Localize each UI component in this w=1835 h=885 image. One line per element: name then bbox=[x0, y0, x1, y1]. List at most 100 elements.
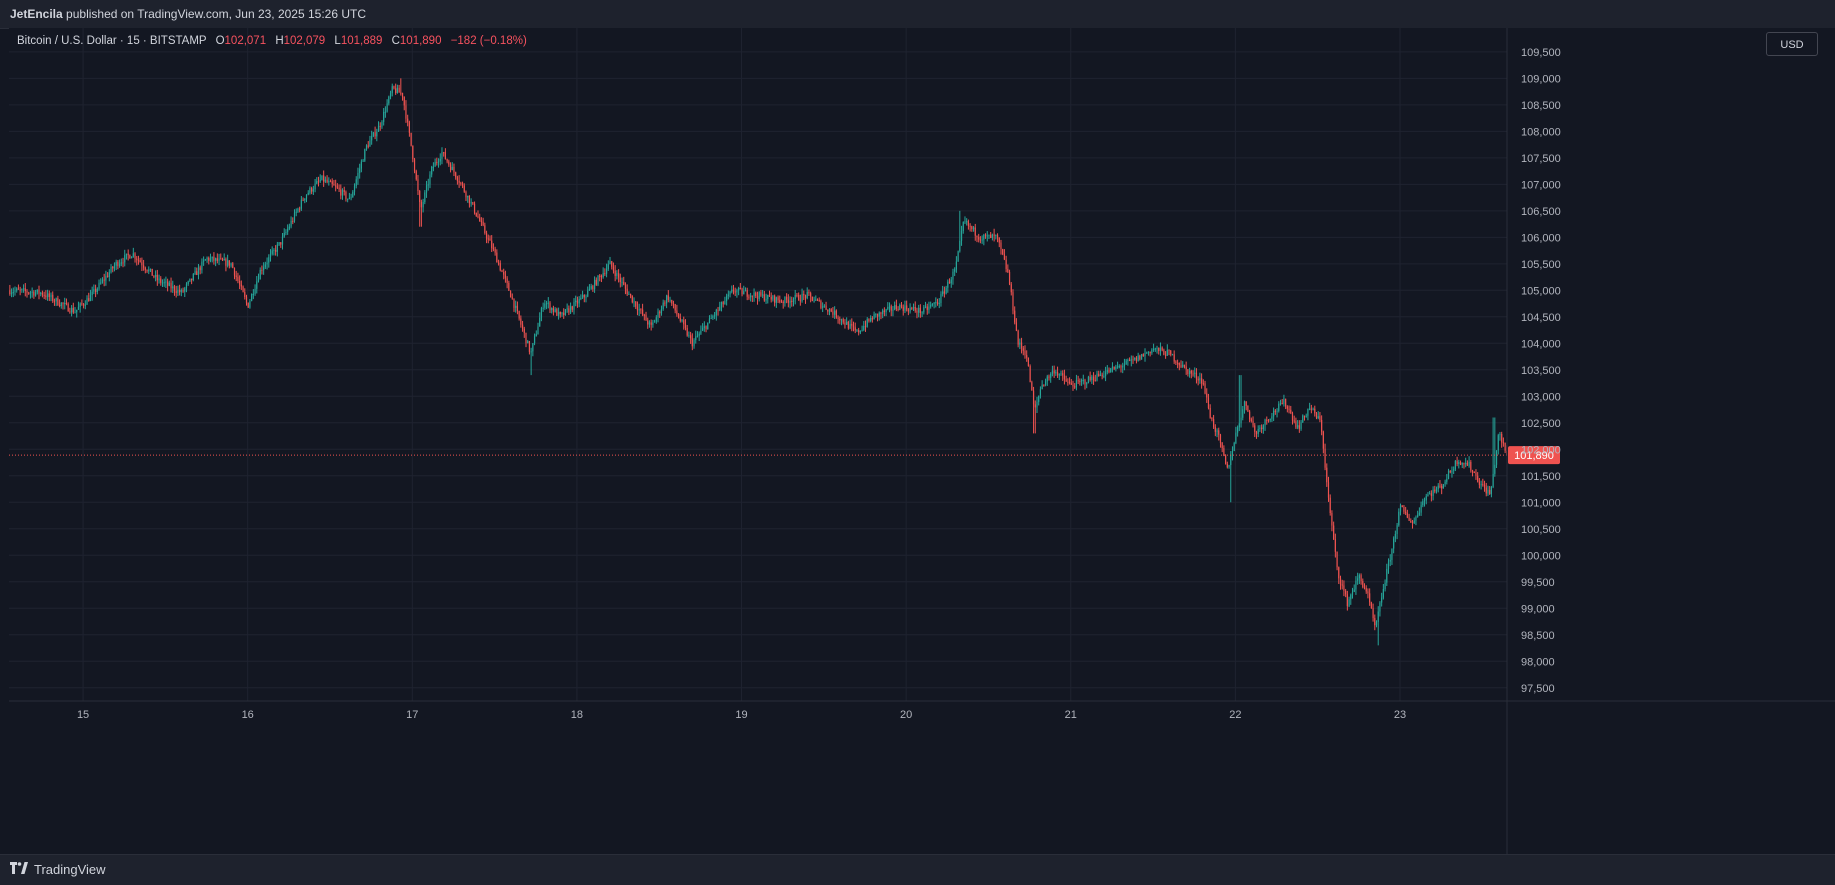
candle-body bbox=[1151, 349, 1153, 354]
open-value: 102,071 bbox=[224, 35, 267, 47]
candle bbox=[1341, 579, 1343, 590]
candle bbox=[962, 221, 964, 234]
low-label: L bbox=[334, 35, 341, 47]
candle bbox=[1122, 362, 1124, 374]
candle bbox=[1118, 364, 1120, 369]
candle bbox=[381, 120, 383, 129]
candle-body bbox=[612, 266, 615, 271]
candle bbox=[1053, 365, 1055, 378]
candle bbox=[1211, 417, 1213, 422]
currency-button[interactable]: USD bbox=[1766, 32, 1818, 56]
candle-body bbox=[479, 217, 481, 222]
candle bbox=[1127, 358, 1129, 366]
candle bbox=[401, 92, 404, 101]
candle-body bbox=[1357, 578, 1359, 581]
candle bbox=[693, 338, 695, 349]
candle bbox=[789, 296, 791, 309]
candle-body bbox=[1310, 408, 1312, 410]
candle-body bbox=[641, 309, 644, 315]
candle-body bbox=[199, 267, 201, 271]
candle-body bbox=[1369, 593, 1371, 603]
candle bbox=[959, 210, 961, 253]
candle-body bbox=[1307, 408, 1309, 416]
candle bbox=[17, 284, 20, 290]
price-tick-label: 98,500 bbox=[1521, 630, 1555, 642]
candle bbox=[763, 290, 765, 302]
candle-body bbox=[1154, 348, 1156, 350]
candle-body bbox=[482, 221, 484, 226]
candle-body bbox=[1345, 590, 1347, 595]
candle bbox=[367, 141, 369, 149]
candle-body bbox=[1422, 501, 1424, 506]
author-name[interactable]: JetEncila bbox=[10, 7, 63, 21]
candle bbox=[931, 303, 933, 307]
candle-body bbox=[271, 250, 273, 254]
tradingview-brand[interactable]: TradingView bbox=[10, 862, 106, 877]
candle bbox=[940, 291, 942, 307]
candle-body bbox=[662, 302, 664, 309]
candle-body bbox=[587, 290, 589, 297]
candle bbox=[1357, 572, 1359, 585]
candle bbox=[1489, 486, 1491, 495]
candle bbox=[1032, 386, 1035, 434]
candle bbox=[1077, 375, 1079, 385]
candle-body bbox=[89, 295, 92, 301]
candle-body bbox=[293, 212, 296, 221]
candle bbox=[1223, 445, 1225, 457]
candle bbox=[40, 291, 42, 297]
change-value: −182 (−0.18%) bbox=[450, 35, 527, 47]
candle-body bbox=[323, 175, 325, 182]
candle-body bbox=[873, 314, 875, 320]
candle-body bbox=[1255, 431, 1258, 434]
candle-body bbox=[449, 164, 452, 171]
symbol-label[interactable]: Bitcoin / U.S. Dollar · 15 · BITSTAMP bbox=[17, 35, 207, 47]
candle-body bbox=[926, 306, 928, 310]
candle-body bbox=[257, 279, 260, 282]
candle-body bbox=[780, 301, 783, 303]
candle bbox=[762, 289, 764, 299]
candle bbox=[283, 228, 285, 238]
candlestick-chart-svg[interactable]: 101,890 97,50098,00098,50099,00099,50010… bbox=[9, 28, 1835, 854]
candle bbox=[58, 299, 61, 308]
candle bbox=[180, 288, 182, 297]
candle-body bbox=[299, 208, 301, 210]
candle bbox=[744, 287, 747, 292]
candle-body bbox=[1266, 419, 1268, 421]
candle-body bbox=[1475, 472, 1477, 476]
price-tick-label: 101,000 bbox=[1521, 497, 1561, 509]
candle bbox=[619, 273, 621, 288]
candle-body bbox=[1286, 406, 1288, 409]
candle-body bbox=[880, 312, 882, 314]
candle bbox=[230, 262, 232, 268]
candle-body bbox=[1211, 417, 1213, 420]
candle-body bbox=[734, 291, 736, 293]
candle-body bbox=[220, 258, 222, 260]
candle-body bbox=[803, 294, 805, 296]
candle bbox=[1365, 585, 1367, 594]
candle-body bbox=[1158, 347, 1160, 351]
candle bbox=[1092, 372, 1095, 385]
candle bbox=[871, 316, 873, 323]
candle bbox=[856, 329, 858, 333]
candle-body bbox=[504, 274, 507, 279]
time-tick-label: 22 bbox=[1229, 709, 1241, 721]
candle bbox=[369, 135, 371, 147]
candle-body bbox=[29, 292, 32, 294]
candle bbox=[1029, 364, 1031, 383]
candle bbox=[1425, 493, 1427, 505]
candle bbox=[467, 195, 469, 203]
candle-body bbox=[923, 307, 925, 313]
chart-area[interactable]: 101,890 97,500 98,000 98,500 99,000 99,500 10… bbox=[9, 28, 1835, 854]
candle-body bbox=[1288, 408, 1290, 410]
candle bbox=[712, 314, 714, 320]
candle bbox=[729, 290, 731, 298]
candle-body bbox=[870, 318, 872, 322]
candle-body bbox=[1267, 420, 1270, 422]
candle-body bbox=[137, 259, 140, 261]
candle bbox=[822, 302, 824, 313]
candle bbox=[952, 268, 954, 285]
candle bbox=[1358, 573, 1360, 585]
candle bbox=[449, 162, 452, 173]
price-tick-label: 104,000 bbox=[1521, 338, 1561, 350]
candle bbox=[448, 159, 450, 167]
